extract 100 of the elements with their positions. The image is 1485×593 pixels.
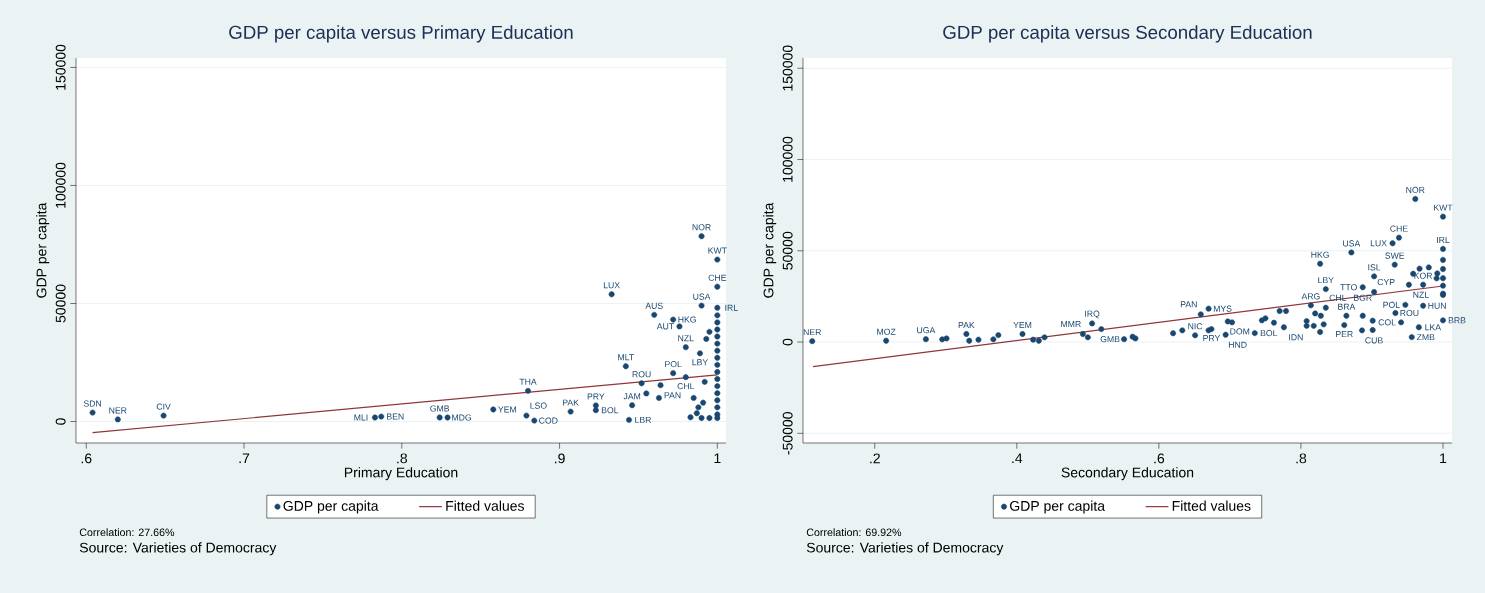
annotation: PAN xyxy=(1180,301,1197,308)
x-axis-title: Primary Education xyxy=(344,467,458,481)
annotation: ROU xyxy=(632,371,651,378)
annotation: CIV xyxy=(156,403,171,410)
annotation: MOZ xyxy=(877,328,896,335)
y-tick-label: 50000 xyxy=(55,284,66,323)
point xyxy=(714,347,721,354)
annotation: THA xyxy=(519,378,537,385)
point xyxy=(626,416,632,423)
annotation: NZL xyxy=(1413,291,1429,298)
annotation: TTO xyxy=(1340,284,1357,291)
point xyxy=(670,316,677,323)
point xyxy=(622,363,629,370)
point xyxy=(698,233,705,240)
point xyxy=(592,407,599,414)
y-axis-title: GDP per capita xyxy=(763,202,777,298)
annotation: IDN xyxy=(1289,334,1303,341)
x-tick-label: .8 xyxy=(1296,453,1307,464)
y-axis-title: GDP per capita xyxy=(36,202,50,298)
annotation: KWT xyxy=(708,247,727,254)
point xyxy=(714,312,721,319)
point xyxy=(714,415,721,421)
annotation: CUB xyxy=(1365,337,1383,344)
annotation: NER xyxy=(109,407,127,414)
point xyxy=(714,256,721,263)
y-tick-label: 50000 xyxy=(782,231,793,270)
annotation: ROU xyxy=(1400,309,1419,317)
point xyxy=(706,328,713,335)
annotation: HUN xyxy=(1428,302,1446,309)
point xyxy=(714,376,721,382)
annotation: BRA xyxy=(1338,303,1356,310)
point xyxy=(592,402,599,409)
annotation: USA xyxy=(693,293,711,300)
point xyxy=(436,414,443,421)
annotation: YEM xyxy=(1013,322,1032,328)
annotation: SDN xyxy=(83,400,101,407)
x-tick-label: .6 xyxy=(1154,453,1165,464)
annotation: HND xyxy=(1228,341,1247,348)
point xyxy=(670,370,677,377)
annotation: JAM xyxy=(623,393,641,400)
annotation: PAN xyxy=(664,392,681,399)
point xyxy=(698,415,705,421)
annotation: CHE xyxy=(1390,225,1408,232)
point xyxy=(714,326,721,333)
annotation: YEM xyxy=(498,406,516,413)
annotation: BEN xyxy=(387,413,404,420)
point xyxy=(714,361,721,368)
annotation: PAK xyxy=(958,322,975,328)
annotation: NOR xyxy=(692,224,711,231)
annotation: LUX xyxy=(1370,240,1387,247)
annotation: LBY xyxy=(692,359,708,366)
x-tick-label: .9 xyxy=(555,453,565,464)
annotation: LBY xyxy=(1318,277,1334,284)
annotation: GMB xyxy=(430,405,450,412)
annotation: CHL xyxy=(677,383,695,390)
point xyxy=(608,291,615,298)
y-tick-label: 0 xyxy=(55,418,66,425)
point xyxy=(114,416,121,423)
annotation: LBR xyxy=(635,416,652,423)
annotation: MDG xyxy=(452,414,471,421)
annotation: COD xyxy=(539,417,558,424)
annotation: HKG xyxy=(678,316,696,323)
annotation: CYP xyxy=(1377,278,1395,286)
annotation: IRL xyxy=(725,304,738,311)
y-tick-label: 100000 xyxy=(55,162,66,208)
point xyxy=(656,394,662,401)
point xyxy=(372,414,378,421)
y-tick-label: 150000 xyxy=(782,45,793,91)
point xyxy=(706,415,713,421)
x-tick-label: .4 xyxy=(1012,453,1023,464)
annotation: ZMB xyxy=(1416,334,1435,341)
annotation: CHE xyxy=(708,274,727,281)
annotation: BRB xyxy=(1448,317,1466,324)
annotation: MMR xyxy=(1061,321,1081,327)
point xyxy=(525,387,531,394)
legend-label: GDP per capita xyxy=(1010,500,1106,514)
point xyxy=(567,408,574,415)
point xyxy=(676,323,683,330)
annotation: KOR xyxy=(1414,272,1433,279)
point xyxy=(714,340,721,347)
x-tick-label: .2 xyxy=(870,453,880,464)
point xyxy=(700,399,707,406)
annotation: USA xyxy=(1343,240,1361,247)
point xyxy=(160,412,167,419)
point xyxy=(714,283,721,290)
point xyxy=(638,380,645,387)
annotation: LUX xyxy=(603,282,620,289)
annotation: NOR xyxy=(1406,186,1425,193)
annotation: POL xyxy=(665,361,682,368)
x-tick-label: .8 xyxy=(397,453,408,464)
point xyxy=(714,383,721,390)
annotation: DOM xyxy=(1230,328,1250,335)
y-tick-label: 0 xyxy=(782,338,793,346)
point xyxy=(523,412,530,419)
point xyxy=(682,374,689,381)
chart-title: GDP per capita versus Primary Education xyxy=(229,25,573,43)
annotation: PRY xyxy=(587,393,605,400)
point xyxy=(697,350,703,357)
x-tick-label: .6 xyxy=(81,453,92,464)
point xyxy=(714,404,721,411)
